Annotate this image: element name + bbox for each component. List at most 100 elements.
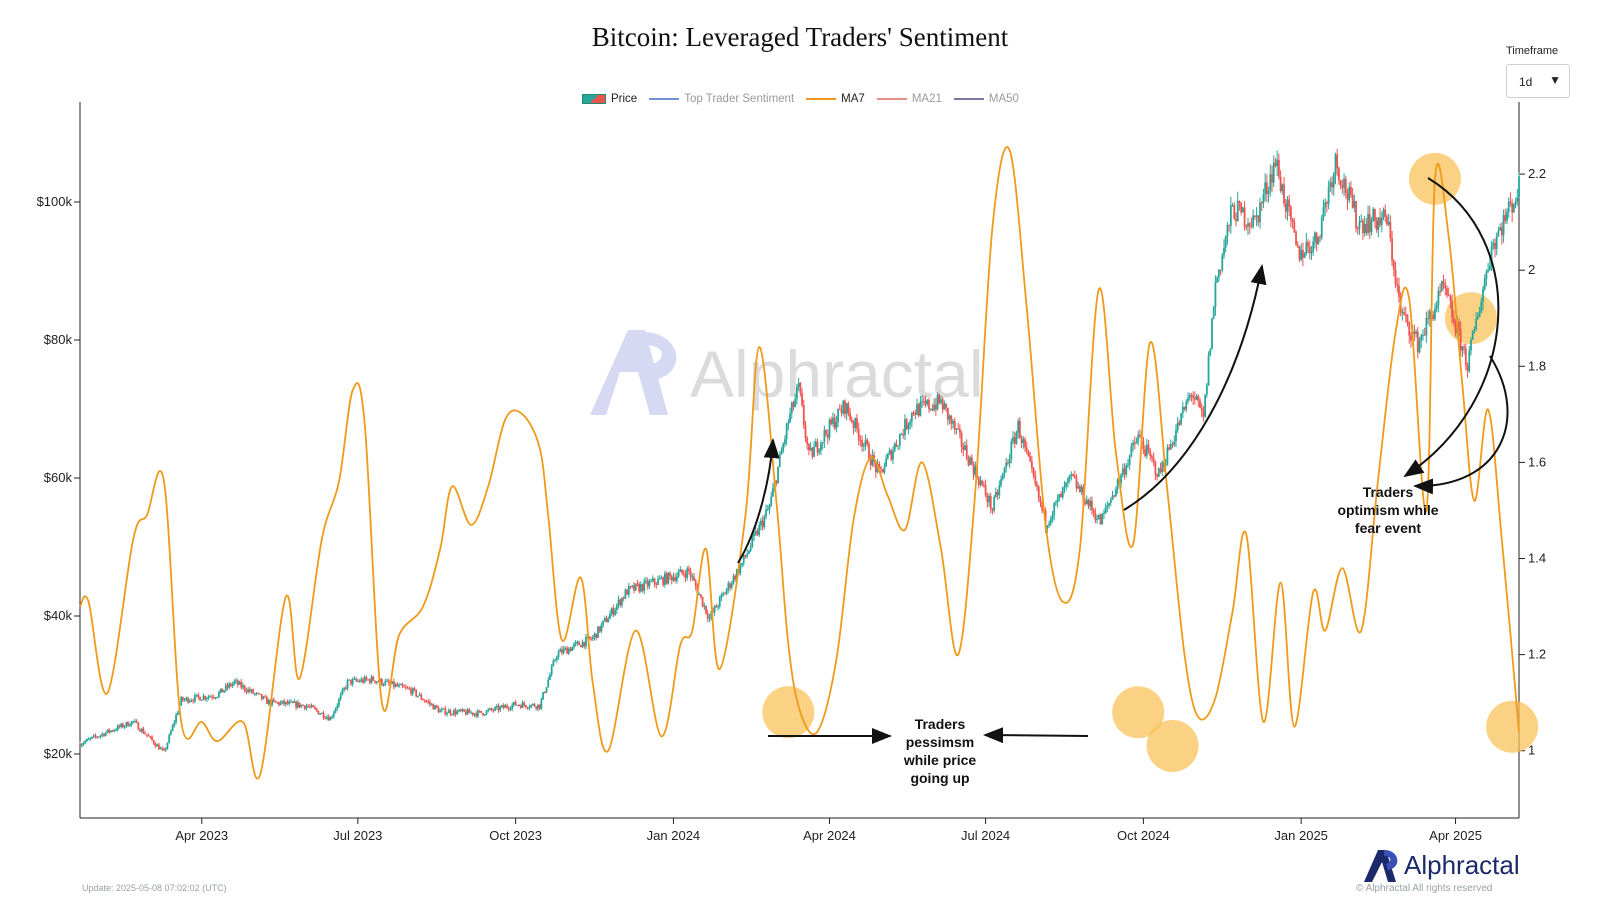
candle-body	[636, 583, 639, 585]
candle-body	[773, 480, 776, 488]
annotation-text: Traders	[1363, 484, 1414, 500]
candle-body	[955, 428, 958, 430]
candle-body	[1212, 307, 1215, 319]
legend-item-top-trader-sentiment[interactable]: Top Trader Sentiment	[649, 93, 794, 105]
candle-body	[590, 638, 593, 640]
candle-body	[1307, 242, 1309, 247]
candle-body	[543, 692, 546, 694]
candle-body	[456, 711, 459, 715]
candle-body	[1001, 473, 1004, 480]
candle-body	[502, 705, 505, 708]
candle-body	[1509, 201, 1512, 204]
candle-body	[1190, 395, 1193, 397]
candle-body	[298, 702, 301, 708]
candle-body	[230, 683, 232, 686]
legend-item-ma7[interactable]: MA7	[806, 93, 865, 105]
candle-body	[1118, 479, 1121, 483]
candle-body	[943, 403, 946, 410]
candle-body	[288, 701, 291, 704]
candle-body	[178, 705, 181, 713]
candle-body	[603, 618, 606, 621]
candle-body	[259, 693, 261, 695]
candle-body	[1063, 486, 1066, 488]
candle-body	[1229, 205, 1232, 226]
candle-body	[926, 400, 929, 405]
candle-body	[540, 699, 543, 709]
candle-body	[1188, 395, 1191, 399]
candle-body	[218, 692, 220, 698]
candle-body	[801, 393, 803, 406]
candle-body	[363, 677, 366, 683]
candle-body	[868, 444, 870, 460]
candle-body	[615, 605, 618, 611]
candle-body	[372, 676, 375, 681]
candle-body	[634, 583, 637, 591]
candle-body	[751, 536, 754, 547]
candle-body	[1271, 174, 1273, 183]
candle-body	[1504, 215, 1507, 221]
candle-body	[1298, 246, 1301, 260]
candle-body	[696, 586, 699, 595]
candle-body	[1451, 301, 1454, 318]
candle-body	[775, 480, 778, 484]
candle-body	[435, 705, 438, 708]
candle-body	[670, 575, 673, 581]
candle-body	[284, 701, 287, 705]
legend-item-ma21[interactable]: MA21	[876, 93, 942, 105]
candle-body	[811, 447, 814, 457]
candle-body	[739, 565, 742, 574]
y-right-tick-label: 1.6	[1528, 454, 1546, 469]
candle-body	[691, 576, 694, 578]
candle-body	[89, 738, 92, 740]
candle-body	[684, 574, 687, 578]
candle-body	[398, 684, 400, 687]
candle-body	[260, 694, 263, 699]
candle-body	[945, 403, 948, 408]
highlight-circle	[1146, 719, 1199, 772]
candle-body	[84, 741, 87, 744]
candle-body	[1139, 434, 1141, 437]
candle-body	[492, 709, 495, 711]
candle-body	[765, 509, 767, 517]
timeframe-select[interactable]: 1d ▼	[1506, 64, 1570, 98]
legend-item-ma50[interactable]: MA50	[953, 93, 1019, 105]
candle-body	[866, 439, 869, 445]
candle-body	[1217, 269, 1220, 278]
candle-body	[941, 399, 944, 410]
candle-body	[770, 496, 773, 506]
candle-body	[145, 734, 148, 736]
candle-body	[660, 577, 663, 579]
candle-body	[103, 733, 105, 736]
candle-body	[389, 683, 392, 685]
candle-body	[1416, 331, 1419, 353]
candle-body	[859, 440, 862, 442]
candle-body	[748, 550, 750, 554]
legend-item-price[interactable]: Price	[582, 93, 637, 105]
candle-body	[190, 700, 193, 702]
candle-body	[802, 405, 805, 426]
candle-body	[1020, 438, 1023, 443]
candle-body	[1006, 462, 1009, 464]
candle-body	[813, 446, 815, 457]
candle-body	[194, 695, 196, 702]
candle-body	[902, 434, 905, 436]
candle-body	[231, 683, 234, 686]
candle-body	[1386, 216, 1388, 225]
candle-body	[549, 674, 551, 680]
candle-body	[796, 386, 798, 399]
candle-body	[387, 680, 390, 684]
candle-body	[1293, 222, 1296, 233]
candle-body	[552, 660, 555, 667]
candle-body	[1240, 203, 1243, 213]
candle-body	[753, 533, 755, 537]
candle-body	[840, 410, 843, 414]
candle-body	[1308, 246, 1311, 254]
candle-body	[763, 516, 766, 527]
candle-body	[1487, 269, 1490, 272]
candle-body	[1067, 478, 1069, 483]
candle-body	[1204, 394, 1207, 417]
candle-body	[170, 730, 172, 735]
candle-body	[344, 687, 347, 689]
candle-body	[206, 698, 208, 700]
